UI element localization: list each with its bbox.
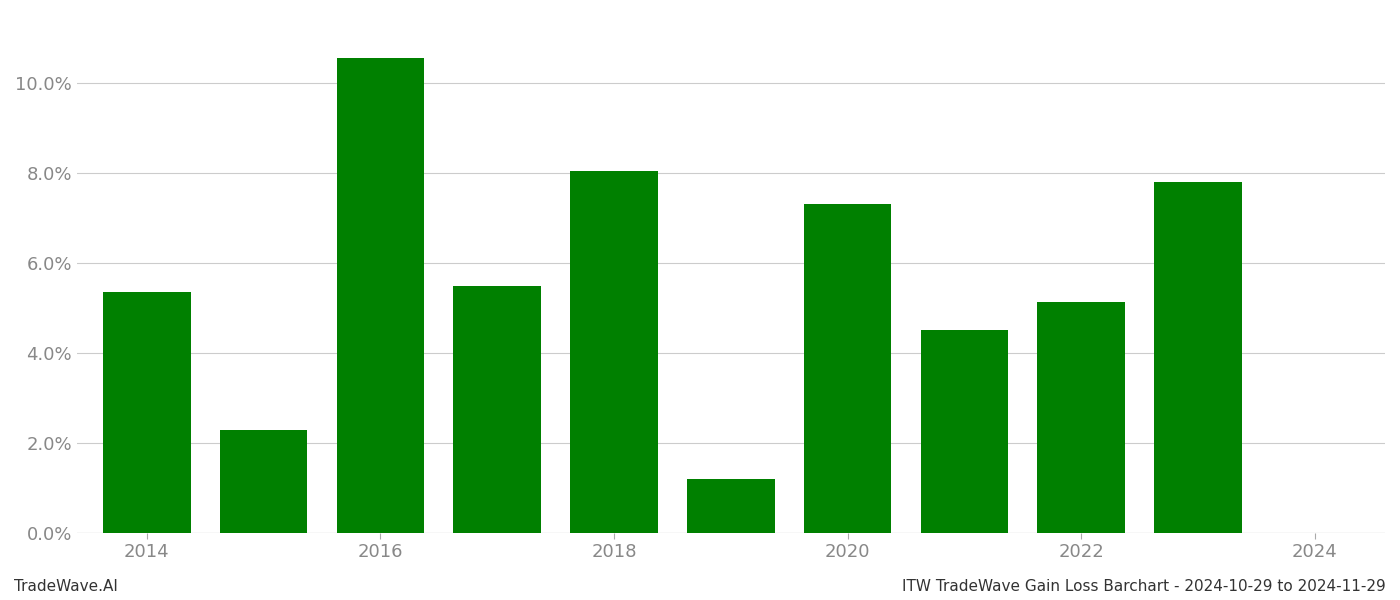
Bar [1037, 302, 1126, 533]
Text: TradeWave.AI: TradeWave.AI [14, 579, 118, 594]
Bar [804, 204, 892, 533]
Bar [220, 430, 308, 533]
Bar [687, 479, 774, 533]
Bar [454, 286, 540, 533]
Bar [921, 330, 1008, 533]
Bar [570, 171, 658, 533]
Bar [336, 58, 424, 533]
Text: ITW TradeWave Gain Loss Barchart - 2024-10-29 to 2024-11-29: ITW TradeWave Gain Loss Barchart - 2024-… [902, 579, 1386, 594]
Bar [1154, 182, 1242, 533]
Bar [102, 292, 190, 533]
